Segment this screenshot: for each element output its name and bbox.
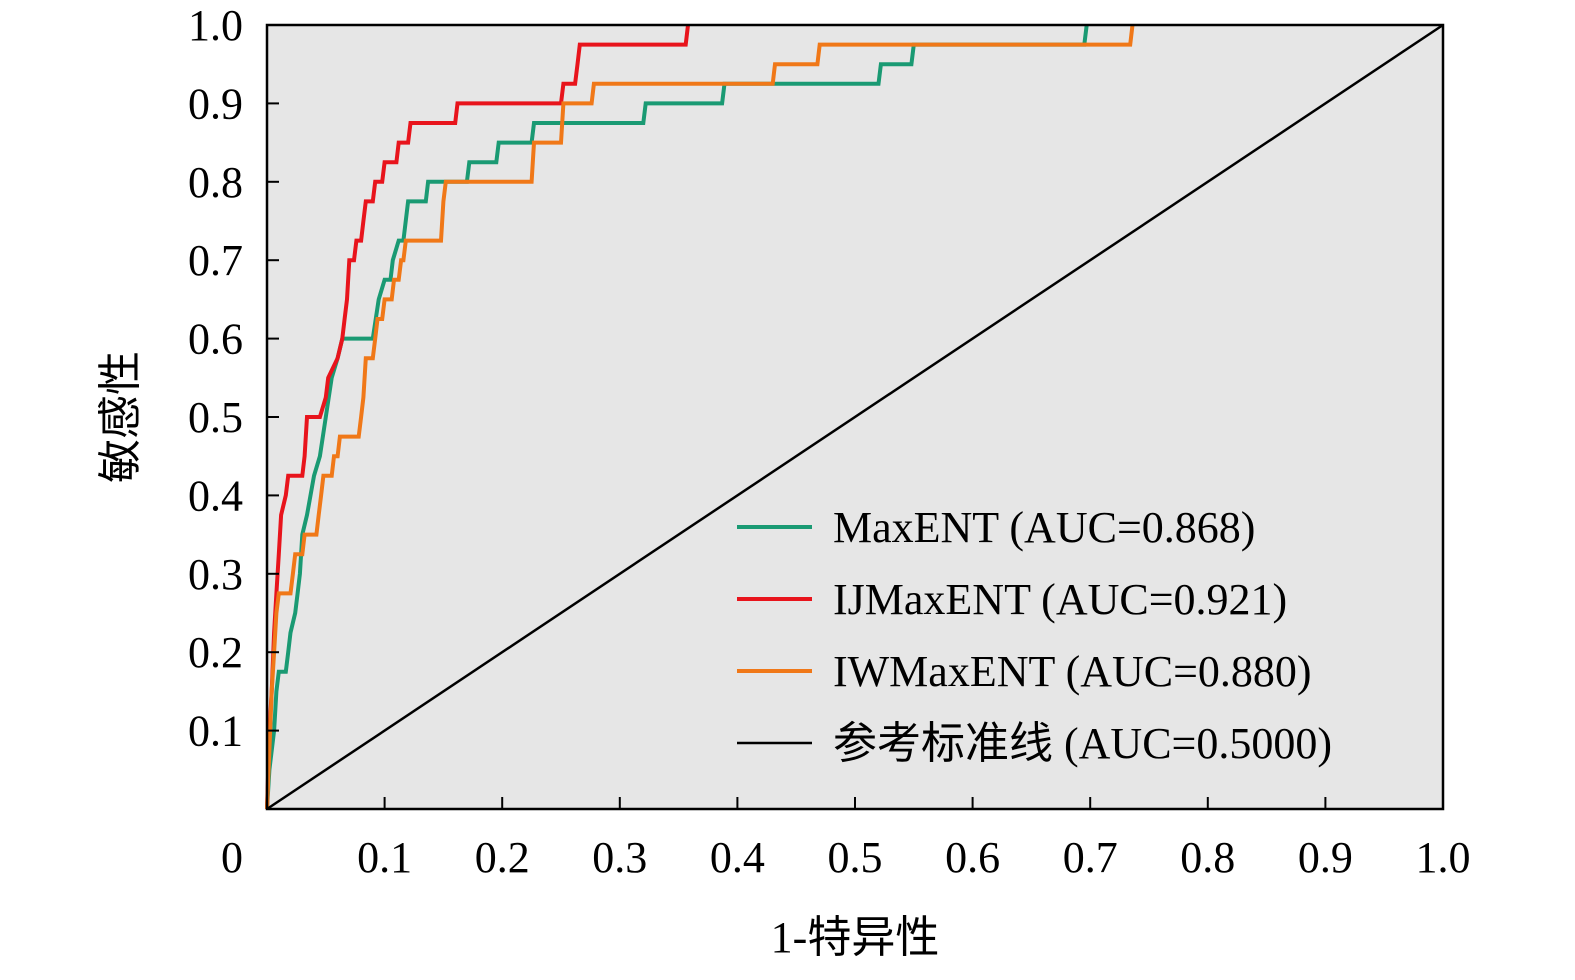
x-tick-label: 0.2 <box>475 833 530 882</box>
y-tick-label: 0.6 <box>188 315 243 364</box>
series-line-2 <box>265 24 690 810</box>
y-tick-label: 0.7 <box>188 236 243 285</box>
legend-label-3: IWMaxENT (AUC=0.880) <box>833 647 1312 696</box>
x-axis: 0 0.1 0.2 0.3 0.4 0.5 0.6 0.7 0.8 0.9 1.0 <box>221 797 1471 882</box>
x-tick-label: 0.7 <box>1063 833 1118 882</box>
series-layer <box>265 23 1444 811</box>
y-tick-label: 0.2 <box>188 628 243 677</box>
y-tick-label: 0.3 <box>188 550 243 599</box>
legend-label-2: IJMaxENT (AUC=0.921) <box>833 575 1287 624</box>
series-line-1 <box>265 24 1089 810</box>
y-axis-title: 敏感性 <box>96 351 145 483</box>
x-tick-label: 0.3 <box>592 833 647 882</box>
x-tick-label: 0.5 <box>828 833 883 882</box>
x-axis-title: 1-特异性 <box>771 913 940 962</box>
y-tick-label: 0.9 <box>188 79 243 128</box>
legend: MaxENT (AUC=0.868) IJMaxENT (AUC=0.921) IW… <box>737 503 1332 768</box>
x-tick-label: 0.8 <box>1180 833 1235 882</box>
y-axis: 0.1 0.2 0.3 0.4 0.5 0.6 0.7 0.8 0.9 1.0 <box>188 1 279 756</box>
legend-label-4: 参考标准线 (AUC=0.5000) <box>833 719 1332 768</box>
y-tick-label: 0.5 <box>188 393 243 442</box>
x-tick-label: 0.9 <box>1298 833 1353 882</box>
x-tick-label: 0.4 <box>710 833 765 882</box>
series-line-3 <box>265 24 1135 810</box>
y-tick-label: 0.4 <box>188 471 243 520</box>
y-tick-label: 0.1 <box>188 707 243 756</box>
x-tick-label: 0.6 <box>945 833 1000 882</box>
x-tick-label: 0 <box>221 833 243 882</box>
y-tick-label: 0.8 <box>188 158 243 207</box>
x-tick-label: 0.1 <box>357 833 412 882</box>
x-tick-label: 1.0 <box>1416 833 1471 882</box>
legend-label-1: MaxENT (AUC=0.868) <box>833 503 1255 552</box>
series-line-4 <box>266 23 1444 811</box>
y-tick-label: 1.0 <box>188 1 243 50</box>
